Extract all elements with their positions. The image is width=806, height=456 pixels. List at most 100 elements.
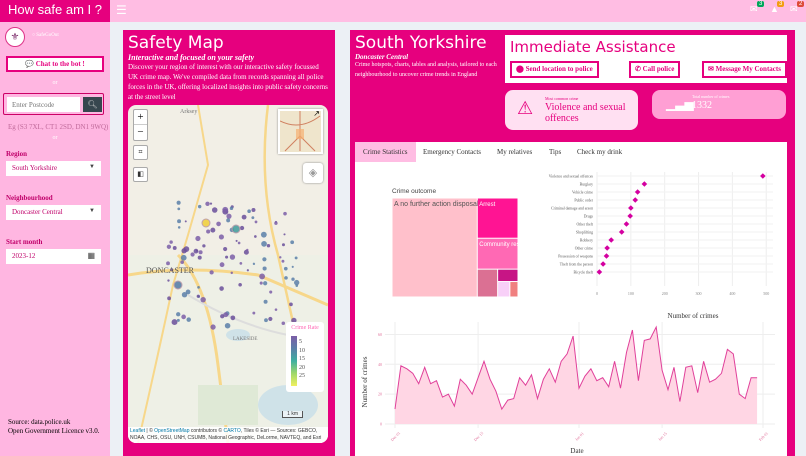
tab-check-my-drink[interactable]: Check my drink <box>577 148 623 156</box>
crime-marker <box>166 261 170 266</box>
hamburger-icon[interactable]: ☰ <box>116 3 127 17</box>
y-tick-label: Bicycle theft <box>573 271 593 275</box>
crime-marker <box>222 206 229 213</box>
crime-marker <box>246 269 249 272</box>
safety-map-description: Discover your region of interest with ou… <box>128 63 328 101</box>
treemap-label: A no further action disposal <box>394 201 479 208</box>
draw-rectangle-button[interactable]: ◧ <box>133 167 148 182</box>
postcode-input[interactable] <box>7 97 80 112</box>
warning-icon[interactable]: ▲ 3 <box>770 1 785 14</box>
fullscreen-button[interactable]: ⌗ <box>133 145 148 160</box>
crime-marker <box>169 240 173 244</box>
immediate-assistance-panel: Immediate Assistance ⬤ Send location to … <box>505 35 787 83</box>
crime-marker <box>185 289 191 295</box>
layers-icon[interactable]: ◈ <box>303 163 323 183</box>
crime-marker <box>251 216 255 220</box>
start-month-input[interactable]: 2023-12 ▦ <box>6 249 101 264</box>
y-tick-label: Possession of weapons <box>558 255 593 259</box>
legend-tick: 5 <box>299 339 302 345</box>
search-icon: 🔍︎ <box>87 100 98 109</box>
neighbourhood-select[interactable]: Doncaster Central ▼ <box>6 205 101 220</box>
app-title: How safe am I ? <box>0 0 110 22</box>
crime-marker <box>177 226 181 229</box>
crime-marker <box>219 262 225 268</box>
envelope-icon[interactable]: ✉ 3 <box>750 1 765 14</box>
crime-marker <box>294 256 298 260</box>
neighbourhood-value: Doncaster Central <box>12 208 63 216</box>
tab-crime-statistics[interactable]: Crime Statistics <box>355 142 416 162</box>
legend-tick: 10 <box>299 347 305 354</box>
x-tick-label: 200 <box>662 291 668 296</box>
start-month-value: 2023-12 <box>12 252 36 260</box>
crime-marker <box>239 225 245 231</box>
crime-marker <box>202 244 206 248</box>
minimap[interactable]: ↗ <box>278 109 323 154</box>
crime-marker <box>209 202 213 205</box>
search-button[interactable]: 🔍︎ <box>83 97 102 112</box>
neighbourhood-subtitle: Doncaster Central <box>355 53 409 61</box>
treemap-tile <box>510 282 518 297</box>
crime-marker <box>251 207 256 212</box>
y-tick-label: Theft from the person <box>560 263 593 267</box>
x-tick-label: Jan 01 <box>574 431 585 442</box>
crime-marker <box>181 314 186 320</box>
safety-map-subtitle: Interactive and focused on your safety <box>128 53 254 62</box>
region-select[interactable]: South Yorkshire ▼ <box>6 161 101 176</box>
call-police-button[interactable]: ✆ Call police <box>629 61 681 78</box>
region-description: Crime hotspots, charts, tables and analy… <box>355 62 497 78</box>
task-icon[interactable]: ✉ 2 <box>790 1 805 14</box>
crime-marker <box>173 280 183 290</box>
zoom-controls: + − <box>133 109 148 141</box>
map-scale: 1 km <box>282 411 303 418</box>
user-status: ○ SafeGoOut <box>32 33 59 38</box>
treemap-tile <box>477 269 498 297</box>
treemap-tile <box>477 238 518 269</box>
osm-link[interactable]: OpenStreetMap <box>154 428 190 434</box>
send-location-button[interactable]: ⬤ Send location to police <box>510 61 599 78</box>
leaflet-link[interactable]: Leaflet <box>130 428 146 434</box>
region-label: Region <box>6 150 27 158</box>
crime-marker <box>223 246 228 252</box>
postcode-search: 🔍︎ <box>3 93 104 115</box>
calendar-icon[interactable]: ▦ <box>87 251 95 260</box>
crime-marker <box>171 319 178 326</box>
data-point <box>628 205 634 211</box>
crime-marker <box>266 244 271 248</box>
crime-marker <box>283 233 286 236</box>
legend-tick: 15 <box>299 356 305 362</box>
region-value: South Yorkshire <box>12 164 58 172</box>
data-point <box>623 221 630 227</box>
crime-marker <box>226 218 231 223</box>
y-tick-label: Vehicle crime <box>572 191 593 195</box>
treemap-tile <box>498 282 510 297</box>
most-common-crime-box: ⚠ Most common crime Violence and sexual … <box>505 90 638 130</box>
crime-map[interactable]: Arksey DONCASTER LAKESIDE + − ⌗ ◧ ↗ ◈ Cri… <box>128 105 328 443</box>
tab-tips[interactable]: Tips <box>549 148 562 156</box>
expand-icon[interactable]: ↗ <box>313 109 320 118</box>
legend-colorbar <box>291 336 297 386</box>
chat-bot-button[interactable]: 💬 Chat to the bot ! <box>6 56 104 72</box>
crime-marker <box>237 241 241 245</box>
carto-link[interactable]: CARTO <box>223 428 241 434</box>
treemap-label: Arrest <box>479 202 495 208</box>
crime-marker <box>211 207 218 213</box>
tab-my-relatives[interactable]: My relatives <box>497 148 533 156</box>
region-title: South Yorkshire <box>355 33 487 53</box>
message-contacts-button[interactable]: ✉ Message My Contacts <box>702 61 787 78</box>
crime-marker <box>281 243 285 247</box>
x-tick-label: Dec 15 <box>473 431 485 443</box>
crime-marker <box>235 239 238 242</box>
map-marker-icon: ⬤ <box>516 65 524 73</box>
zoom-in-button[interactable]: + <box>134 110 147 125</box>
zoom-out-button[interactable]: − <box>137 126 144 138</box>
total-crimes-value: 1332 <box>692 100 712 111</box>
or-divider: or <box>52 80 58 86</box>
crime-marker <box>205 201 210 207</box>
crime-marker <box>283 266 288 271</box>
crime-marker <box>230 271 233 275</box>
caret-down-icon: ▼ <box>89 208 95 214</box>
crime-marker <box>268 316 273 322</box>
tab-emergency-contacts[interactable]: Emergency Contacts <box>423 148 481 156</box>
crime-marker <box>218 234 224 240</box>
crime-marker <box>238 283 242 287</box>
